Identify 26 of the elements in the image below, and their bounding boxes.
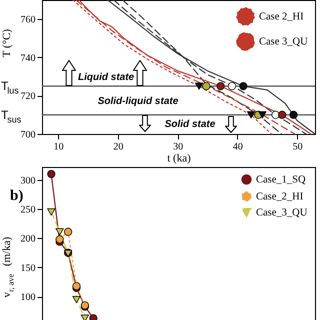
legend-label: Case 2_HI [259, 12, 304, 22]
y-tick-label: 100 [20, 292, 36, 304]
x-tick-label: 40 [232, 142, 243, 152]
y-tick-label: 300 [20, 175, 36, 186]
y-axis-title: vr, ave (m/ka) [1, 236, 16, 298]
legend-label: Case_3_QU [256, 208, 308, 218]
annotation: Solid state [164, 119, 216, 130]
annotation: Liquid state [78, 72, 135, 83]
y-tick-label: 150 [20, 262, 36, 274]
y-tick-label: 720 [20, 91, 36, 102]
legend-label: Case 3_QU [259, 36, 308, 48]
y-tick-label: 250 [20, 204, 36, 216]
annotation: Solid-liquid state [98, 96, 179, 107]
x-tick-label: 20 [113, 142, 124, 152]
x-tick-label: 50 [292, 142, 303, 152]
y-axis-title: T (°C) [1, 28, 13, 58]
x-tick-label: 10 [54, 142, 64, 152]
y-tick-label: 740 [20, 52, 36, 64]
y-tick-label: 200 [20, 234, 36, 245]
x-axis-title: t (ka) [167, 152, 192, 164]
legend-label: Case_1_SQ [256, 174, 306, 186]
y-tick-label: 700 [20, 130, 36, 140]
x-tick-label: 30 [173, 142, 184, 152]
y-tick-label: 760 [20, 14, 36, 26]
text: b) [10, 188, 24, 204]
legend-label: Case_2_HI [256, 192, 304, 202]
